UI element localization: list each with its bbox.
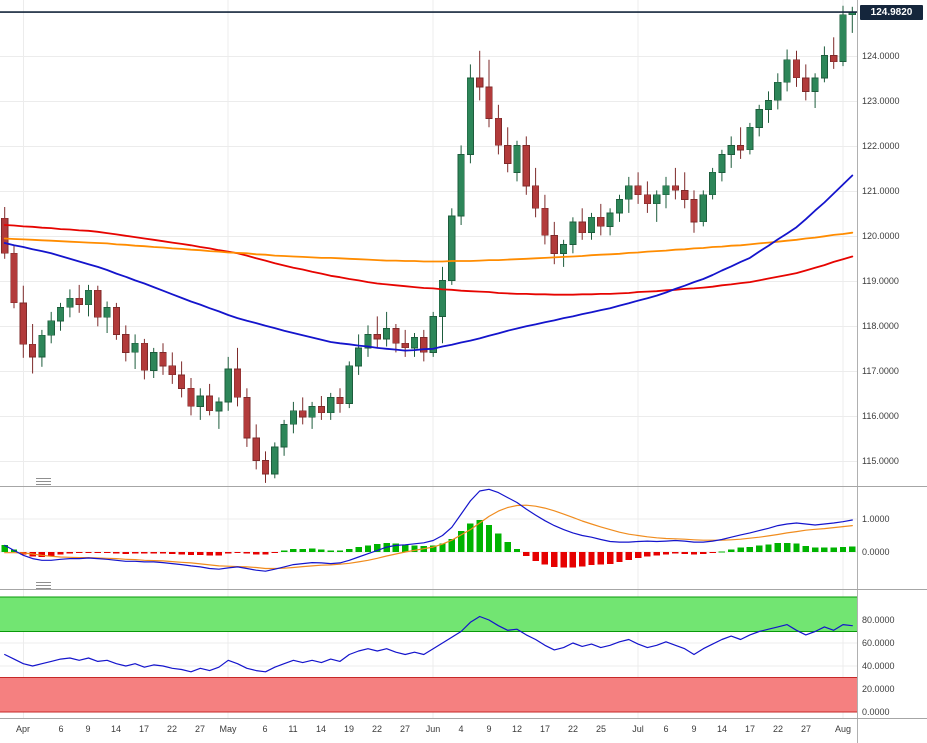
rsi-axis-label: 40.0000	[862, 661, 895, 671]
time-axis-label: 9	[486, 724, 492, 734]
rsi-axis-label: 60.0000	[862, 638, 895, 648]
time-axis-label: 19	[343, 724, 355, 734]
time-axis-label: Aug	[834, 724, 852, 734]
time-axis-separator	[0, 718, 927, 719]
panel-separator-macd[interactable]	[0, 486, 927, 487]
time-axis-label: 6	[663, 724, 669, 734]
macd-line	[4, 488, 853, 572]
ma-red-line	[3, 224, 854, 296]
price-axis-label: 121.0000	[862, 186, 900, 196]
oversold-band	[0, 677, 857, 712]
price-axis-label: 119.0000	[862, 276, 899, 286]
time-axis-label: 17	[138, 724, 150, 734]
ma-blue-line	[3, 174, 854, 352]
panel-separator-rsi[interactable]	[0, 589, 927, 590]
time-axis-label: 14	[716, 724, 728, 734]
rsi-line	[4, 615, 853, 673]
rsi-axis-label: 20.0000	[862, 684, 895, 694]
price-axis-label: 124.0000	[862, 51, 900, 61]
macd-histogram	[1, 520, 856, 568]
time-axis-label: Apr	[15, 724, 31, 734]
time-axis-label: 6	[262, 724, 268, 734]
macd-signal-line	[4, 504, 853, 570]
macd-axis-label: 1.0000	[862, 514, 890, 524]
time-axis-label: 17	[539, 724, 551, 734]
time-axis-label: 22	[567, 724, 579, 734]
overbought-band	[0, 597, 857, 632]
price-axis-label: 123.0000	[862, 96, 900, 106]
panel-resize-grip-macd[interactable]	[36, 478, 51, 486]
rsi-bands	[0, 596, 857, 713]
time-axis-label: 22	[371, 724, 383, 734]
time-axis-label: 9	[85, 724, 91, 734]
chart-canvas[interactable]	[0, 0, 857, 718]
time-axis-label: 25	[595, 724, 607, 734]
time-axis-label: 22	[772, 724, 784, 734]
time-axis-label: 11	[288, 724, 298, 734]
price-axis-label: 115.0000	[862, 456, 899, 466]
last-price-badge: 124.9820	[860, 5, 923, 20]
time-axis-label: 6	[58, 724, 64, 734]
time-axis-label: 12	[511, 724, 523, 734]
rsi-axis-label: 80.0000	[862, 615, 895, 625]
price-axis-label: 122.0000	[862, 141, 900, 151]
time-axis-label: 27	[399, 724, 411, 734]
time-axis-label: 27	[800, 724, 812, 734]
time-axis-label: 22	[166, 724, 178, 734]
time-axis-label: 4	[458, 724, 464, 734]
time-axis-label: 14	[315, 724, 327, 734]
time-axis-label: 17	[744, 724, 756, 734]
time-axis-label: Jun	[425, 724, 441, 734]
time-axis-label: 9	[691, 724, 697, 734]
time-axis-label: 14	[110, 724, 122, 734]
price-axis-label: 120.0000	[862, 231, 900, 241]
rsi-axis-label: 0.0000	[862, 707, 890, 717]
price-axis-label: 117.0000	[862, 366, 899, 376]
time-axis-label: 27	[194, 724, 206, 734]
panel-resize-grip-rsi[interactable]	[36, 582, 51, 590]
price-axis-label: 118.0000	[862, 321, 899, 331]
time-axis[interactable]: Apr 6 9 14 17 22 27 May 6 11 14 19 22 27 Jun 4 9 12 17 22 25…	[0, 719, 857, 743]
price-axis-label: 116.0000	[862, 411, 899, 421]
time-axis-label: Jul	[632, 724, 644, 734]
time-axis-label: May	[219, 724, 237, 734]
macd-axis-label: 0.0000	[862, 547, 890, 557]
ma-orange-line	[3, 231, 854, 263]
price-axis[interactable]: 124.9820 124.0000 123.0000 122.0000 121.000…	[857, 0, 927, 743]
candles-layer	[1, 5, 856, 483]
